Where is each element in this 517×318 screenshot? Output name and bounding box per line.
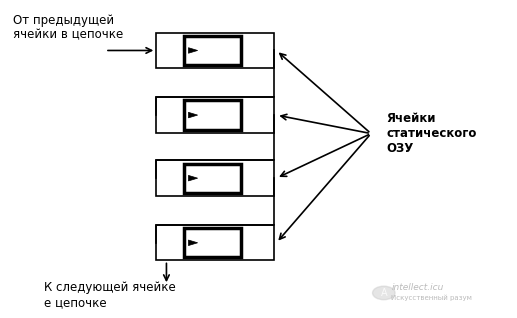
- Bar: [185, 163, 240, 193]
- Polygon shape: [188, 240, 197, 245]
- Bar: [185, 36, 240, 65]
- Text: От предыдущей
ячейки в цепочке: От предыдущей ячейки в цепочке: [13, 14, 123, 42]
- Text: intellect.icu: intellect.icu: [391, 283, 444, 292]
- Bar: [185, 100, 240, 130]
- Polygon shape: [188, 48, 197, 53]
- Polygon shape: [188, 112, 197, 118]
- Circle shape: [373, 286, 395, 300]
- Bar: [156, 33, 274, 68]
- Bar: [156, 225, 274, 260]
- Text: Ячейки
статического
ОЗУ: Ячейки статического ОЗУ: [386, 112, 477, 155]
- Text: A: A: [381, 288, 387, 298]
- Bar: [156, 161, 274, 196]
- Bar: [156, 97, 274, 133]
- Bar: [185, 228, 240, 257]
- Text: К следующей ячейке
е цепочке: К следующей ячейке е цепочке: [44, 281, 175, 309]
- Text: Искусственный разум: Искусственный разум: [391, 295, 473, 301]
- Polygon shape: [188, 176, 197, 181]
